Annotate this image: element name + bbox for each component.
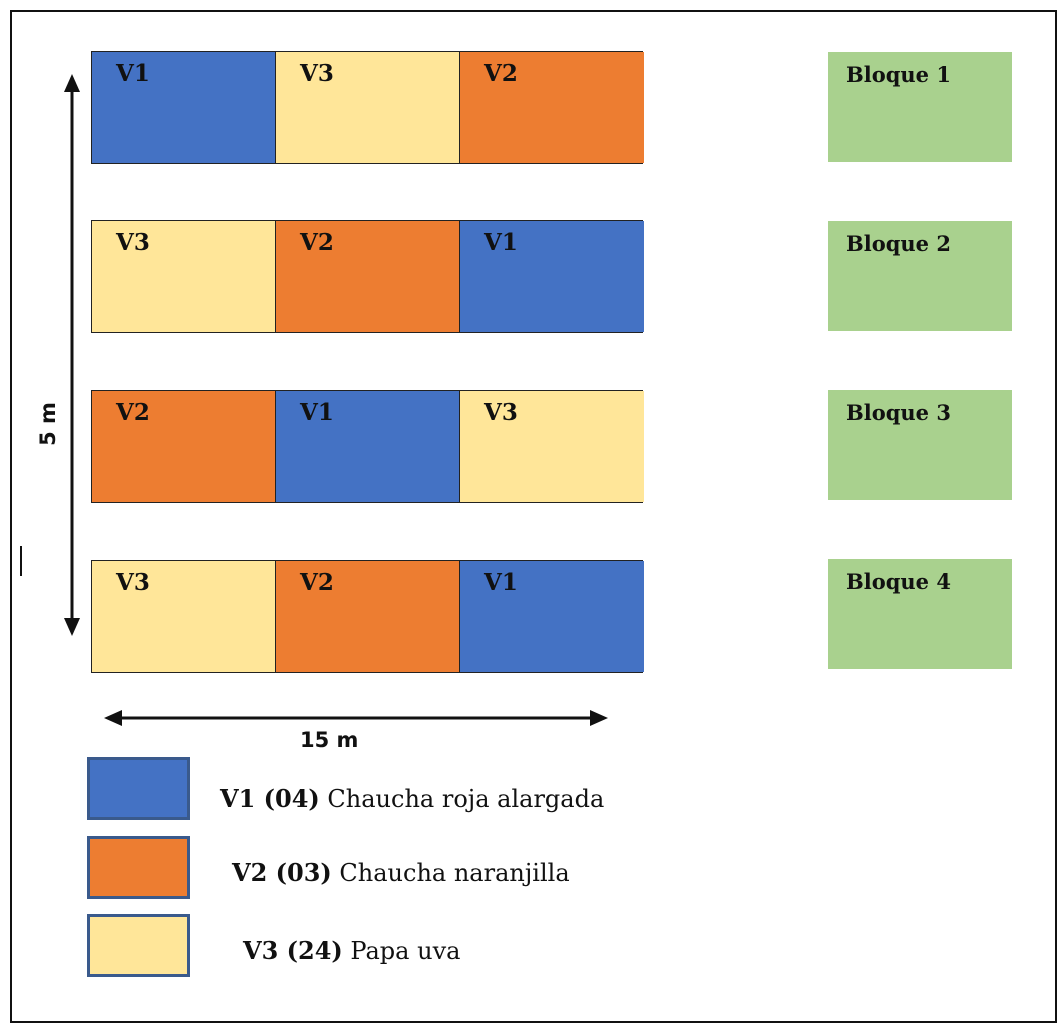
block-row-3: V2 V1 V3	[91, 390, 644, 503]
legend-item-v1: V1 (04) Chaucha roja alargada	[220, 784, 604, 813]
plot-cell: V3	[460, 391, 644, 502]
legend-name: Chaucha naranjilla	[331, 859, 570, 887]
height-dimension-label: 5 m	[35, 402, 60, 446]
block-box-3: Bloque 3	[828, 390, 1012, 500]
arrow-head-down	[64, 618, 80, 636]
plot-label: V1	[300, 399, 334, 426]
plot-cell: V2	[276, 221, 460, 332]
block-label: Bloque 2	[846, 231, 951, 256]
plot-label: V2	[116, 399, 150, 426]
legend-swatch-v2	[87, 836, 190, 899]
plot-cell: V2	[276, 561, 460, 672]
block-box-1: Bloque 1	[828, 52, 1012, 162]
legend-code: V3 (24)	[243, 936, 343, 965]
legend-swatch-v1	[87, 757, 190, 820]
plot-label: V2	[300, 569, 334, 596]
plot-cell: V1	[460, 221, 644, 332]
legend-item-v3: V3 (24) Papa uva	[243, 936, 460, 965]
legend-code: V1 (04)	[220, 784, 320, 813]
block-label: Bloque 4	[846, 569, 951, 594]
plot-label: V3	[484, 399, 518, 426]
plot-label: V1	[116, 60, 150, 87]
diagram-frame	[10, 10, 1057, 1023]
arrow-head-up	[64, 74, 80, 92]
plot-label: V3	[116, 569, 150, 596]
block-row-2: V3 V2 V1	[91, 220, 644, 333]
block-label: Bloque 1	[846, 62, 951, 87]
plot-label: V1	[484, 569, 518, 596]
plot-cell: V1	[276, 391, 460, 502]
legend-code: V2 (03)	[232, 858, 332, 887]
plot-cell: V2	[460, 52, 644, 163]
legend-name: Papa uva	[342, 937, 461, 965]
block-box-4: Bloque 4	[828, 559, 1012, 669]
block-box-2: Bloque 2	[828, 221, 1012, 331]
arrow-head-right	[590, 710, 608, 726]
plot-label: V1	[484, 229, 518, 256]
arrow-head-left	[104, 710, 122, 726]
legend-item-v2: V2 (03) Chaucha naranjilla	[232, 858, 570, 887]
block-row-4: V3 V2 V1	[91, 560, 644, 673]
plot-cell: V3	[92, 221, 276, 332]
plot-label: V3	[300, 60, 334, 87]
plot-label: V2	[300, 229, 334, 256]
legend-name: Chaucha roja alargada	[319, 785, 605, 813]
stray-tick-mark	[20, 546, 22, 576]
plot-cell: V1	[460, 561, 644, 672]
block-label: Bloque 3	[846, 400, 951, 425]
plot-label: V3	[116, 229, 150, 256]
plot-cell: V3	[276, 52, 460, 163]
plot-label: V2	[484, 60, 518, 87]
plot-cell: V3	[92, 561, 276, 672]
legend-swatch-v3	[87, 914, 190, 977]
plot-cell: V1	[92, 52, 276, 163]
plot-cell: V2	[92, 391, 276, 502]
width-dimension-label: 15 m	[300, 728, 359, 752]
block-row-1: V1 V3 V2	[91, 51, 644, 164]
